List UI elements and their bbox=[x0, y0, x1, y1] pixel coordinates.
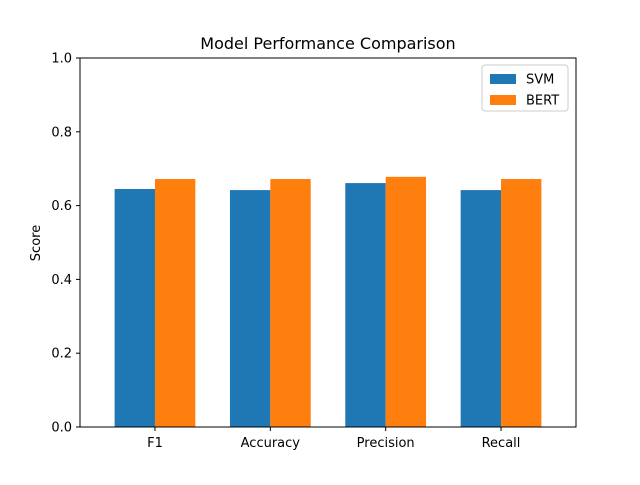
x-tick-label: F1 bbox=[147, 436, 163, 451]
legend: SVM BERT bbox=[481, 64, 569, 112]
y-tick-label: 0.0 bbox=[51, 421, 72, 436]
legend-swatch-bert bbox=[490, 95, 516, 105]
y-tick-label: 0.2 bbox=[51, 347, 72, 362]
axes-group: 0.0 0.2 0.4 0.6 0.8 1.0 F1 Accuracy Precision Rec… bbox=[51, 52, 577, 451]
bar-svm-f1 bbox=[114, 188, 155, 427]
bar-bert-f1 bbox=[154, 179, 196, 427]
bar-bert-precision bbox=[385, 176, 427, 427]
y-tick-label: 0.6 bbox=[51, 199, 72, 214]
y-tick-label: 0.8 bbox=[51, 125, 72, 140]
bar-svm-recall bbox=[460, 190, 502, 427]
bar-svm-precision bbox=[345, 183, 386, 427]
bar-svm-accuracy bbox=[229, 190, 271, 427]
bars-group bbox=[114, 176, 542, 427]
bar-bert-accuracy bbox=[270, 179, 311, 427]
bar-bert-recall bbox=[501, 179, 542, 427]
x-tick-label: Accuracy bbox=[241, 436, 301, 451]
legend-label-svm: SVM bbox=[526, 73, 554, 88]
x-tick-label: Precision bbox=[357, 436, 415, 451]
x-tick-label: Recall bbox=[482, 436, 521, 451]
plot-frame bbox=[79, 57, 577, 428]
legend-swatch-svm bbox=[490, 74, 516, 84]
y-axis-label: Score bbox=[29, 225, 44, 261]
chart-title: Model Performance Comparison bbox=[200, 34, 455, 53]
y-tick-label: 1.0 bbox=[51, 52, 72, 67]
y-tick-label: 0.4 bbox=[51, 273, 72, 288]
legend-label-bert: BERT bbox=[526, 94, 559, 109]
